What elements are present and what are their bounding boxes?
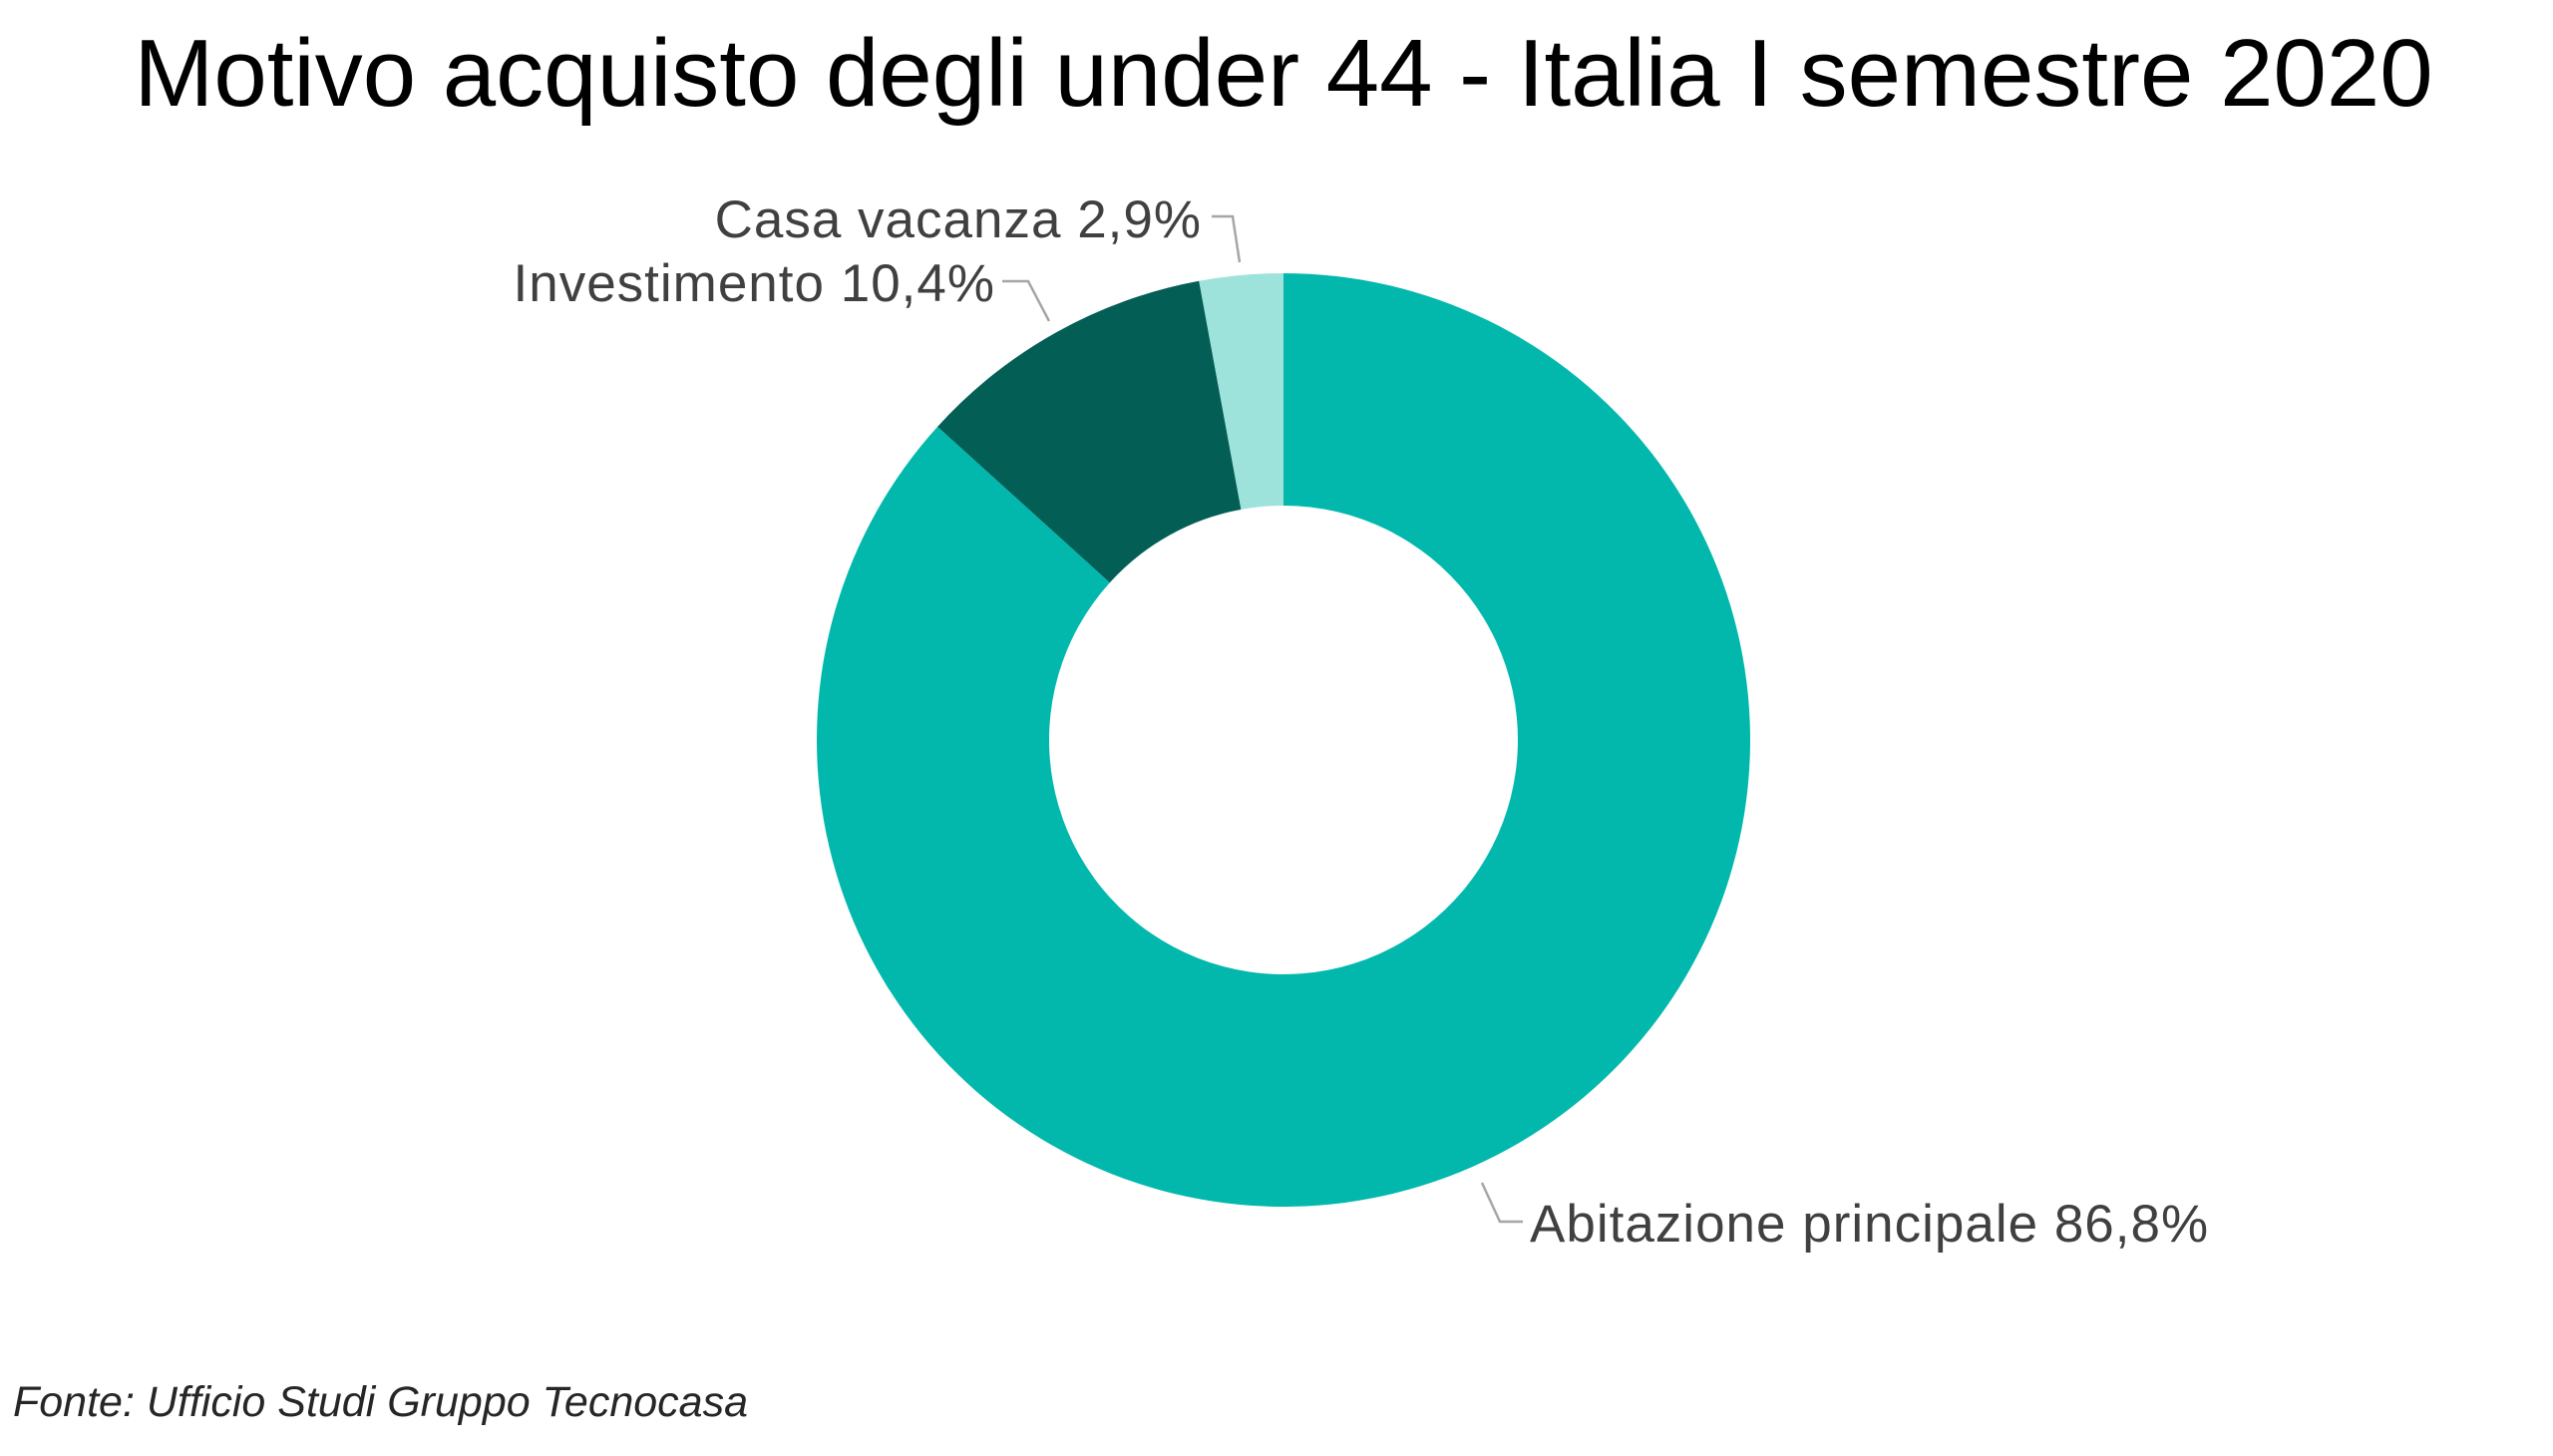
data-label-category: Casa vacanza <box>715 190 1062 249</box>
data-label-value: 10,4% <box>841 254 995 313</box>
slice-investimento <box>937 280 1242 583</box>
leader-line-investimento <box>1002 279 1051 322</box>
slice-casa-vacanza <box>1199 273 1283 510</box>
slice-abitazione-principale <box>816 273 1750 1207</box>
leader-line-casa-vacanza <box>1212 214 1242 263</box>
data-label-investimento: Investimento 10,4% <box>514 254 996 313</box>
data-label-category: Abitazione principale <box>1530 1195 2038 1254</box>
data-label-value: 2,9% <box>1077 190 1202 249</box>
source-note: Fonte: Ufficio Studi Gruppo Tecnocasa <box>13 1378 748 1426</box>
leader-line-abitazione-principale <box>1480 1182 1523 1224</box>
data-label-category: Investimento <box>514 254 825 313</box>
data-label-abitazione-principale: Abitazione principale 86,8% <box>1530 1195 2209 1254</box>
chart-title: Motivo acquisto degli under 44 - Italia … <box>134 20 2432 127</box>
data-label-casa-vacanza: Casa vacanza 2,9% <box>715 190 1202 249</box>
donut-slices <box>816 273 1750 1207</box>
data-label-value: 86,8% <box>2054 1195 2209 1254</box>
